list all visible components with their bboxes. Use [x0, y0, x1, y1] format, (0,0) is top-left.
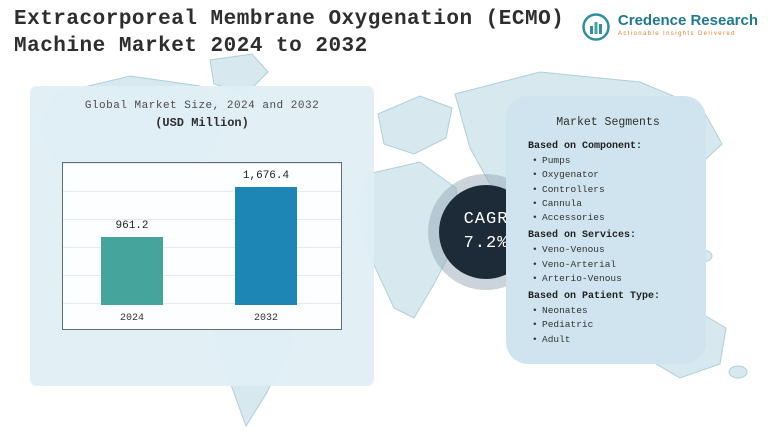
bar-value-2024: 961.2	[115, 220, 149, 232]
segment-item: Accessories	[528, 211, 688, 226]
bar-2024: 961.2	[101, 220, 163, 305]
page-title-line1: Extracorporeal Membrane Oxygenation (ECM…	[14, 8, 565, 31]
cagr-label: CAGR	[463, 210, 509, 230]
segment-group-heading: Based on Patient Type:	[528, 291, 661, 302]
segment-item: Controllers	[528, 183, 688, 198]
x-axis-label-2024: 2024	[119, 313, 144, 324]
market-segments-panel: Market Segments Based on Component: Pump…	[506, 96, 706, 364]
segment-item: Oxygenator	[528, 168, 688, 183]
bar-column-2032: 1,676.4	[235, 170, 297, 305]
segments-title: Market Segments	[556, 116, 660, 129]
segment-item: Neonates	[528, 304, 688, 319]
segment-item: Pediatric	[528, 318, 688, 333]
chart-subtitle: (USD Million)	[155, 116, 249, 130]
segment-item: Cannula	[528, 197, 688, 212]
segment-group-heading: Based on Component:	[528, 141, 643, 152]
segment-item: Arterio-Venous	[528, 272, 688, 287]
segment-item: Pumps	[528, 154, 688, 169]
bar-2032: 1,676.4	[235, 170, 297, 305]
bar-column-2024: 961.2	[101, 179, 163, 305]
cagr-value: 7.2%	[463, 234, 509, 253]
segment-item: Adult	[528, 333, 688, 348]
segment-item: Veno-Venous	[528, 243, 688, 258]
bar-chart: 961.2 1,676.4 2024 2032	[62, 162, 342, 330]
chart-title: Global Market Size, 2024 and 2032	[84, 100, 320, 112]
segment-group-component: Based on Component: Pumps Oxygenator Con…	[528, 141, 688, 226]
page-title-line2: Machine Market 2024 to 2032	[14, 35, 368, 59]
brand-tagline: Actionable Insights Delivered	[617, 31, 736, 37]
segment-group-services: Based on Services: Veno-Venous Veno-Arte…	[528, 230, 688, 286]
page-title: Extracorporeal Membrane Oxygenation (ECM…	[14, 6, 564, 61]
x-axis-label-2032: 2032	[253, 313, 278, 324]
brand-logo: Credence Research Actionable Insights De…	[581, 12, 758, 42]
segment-group-heading: Based on Services:	[528, 230, 637, 242]
market-size-panel: Global Market Size, 2024 and 2032 (USD M…	[30, 86, 374, 386]
credence-research-icon	[582, 13, 610, 41]
segment-item: Veno-Arterial	[528, 258, 688, 273]
brand-name: Credence Research	[617, 12, 758, 29]
segment-group-patient-type: Based on Patient Type: Neonates Pediatri…	[528, 291, 688, 347]
bar-value-2032: 1,676.4	[242, 170, 290, 182]
brand-text: Credence Research Actionable Insights De…	[618, 12, 758, 37]
